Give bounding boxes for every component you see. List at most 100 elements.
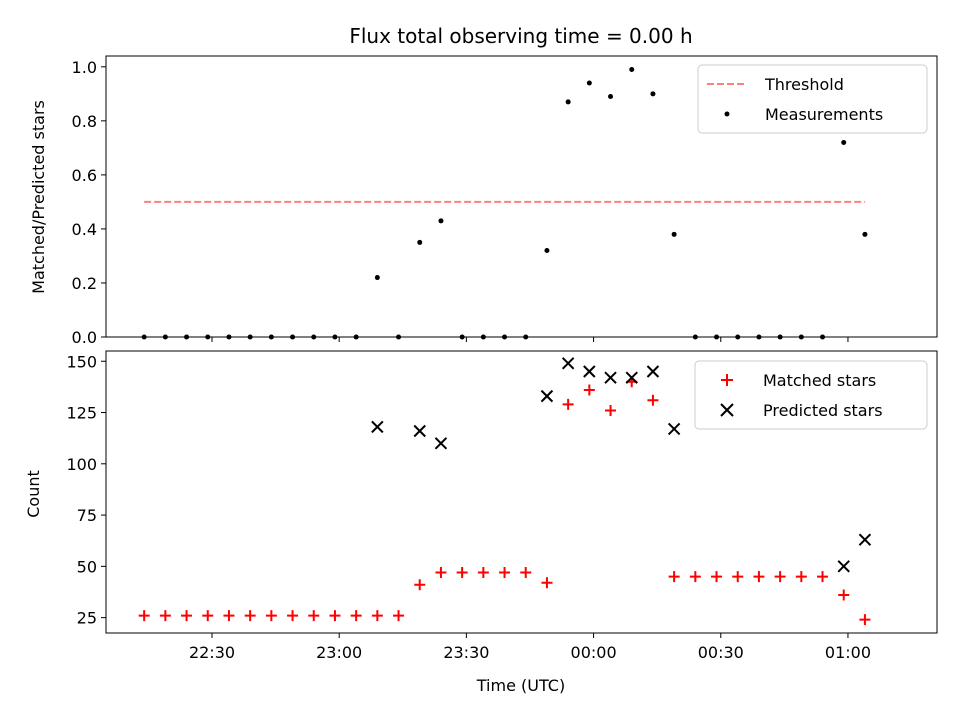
matched-stars-point — [435, 566, 447, 578]
predicted-stars-point — [540, 389, 554, 403]
x-tick-label: 23:30 — [443, 643, 489, 662]
y-tick-label: 1.0 — [72, 58, 97, 77]
predicted-stars-point — [837, 560, 850, 573]
predicted-stars-point — [646, 365, 660, 378]
matched-stars-point — [711, 571, 723, 583]
matched-stars-point — [202, 610, 214, 622]
count-panel-y-ticks: 25 50 75 100 125 150 — [66, 352, 106, 628]
matched-stars-point — [414, 579, 426, 591]
count-panel-legend: Matched stars Predicted stars — [694, 360, 928, 430]
matched-stars-point — [541, 577, 553, 589]
matched-stars-point — [308, 610, 320, 622]
predicted-stars-point — [604, 371, 617, 384]
ratio-panel-x-ticks — [211, 337, 849, 342]
y-tick-label: 0.0 — [72, 328, 97, 347]
matched-stars-point — [689, 571, 701, 583]
matched-stars-point — [795, 571, 807, 583]
x-tick-label: 22:30 — [189, 643, 235, 662]
predicted-legend-marker — [720, 403, 734, 417]
matched-stars-point — [393, 610, 405, 622]
matched-stars-point — [477, 566, 489, 578]
y-tick-label: 75 — [77, 506, 97, 525]
predicted-legend-label: Predicted stars — [763, 401, 883, 420]
count-panel-x-ticks: 22:30 23:00 23:30 00:00 00:30 01:00 — [189, 633, 871, 662]
predicted-stars-point — [625, 371, 638, 384]
predicted-stars-point — [561, 357, 575, 370]
y-tick-label: 50 — [77, 557, 97, 576]
predicted-stars-point — [858, 533, 872, 546]
matched-stars-point — [371, 610, 383, 622]
legend-box — [697, 64, 928, 134]
x-tick-label: 01:00 — [825, 643, 871, 662]
measurements-point — [586, 80, 592, 86]
matched-legend-label: Matched stars — [763, 371, 876, 390]
predicted-stars-point — [371, 420, 384, 434]
matched-stars-point — [287, 610, 299, 622]
y-tick-label: 25 — [77, 609, 97, 628]
predicted-stars-point — [413, 424, 426, 438]
matched-stars-point — [817, 571, 829, 583]
matched-stars-point — [859, 614, 871, 626]
count-panel: Count 25 50 75 100 125 150 22:30 23:00 23:30 00:… — [24, 350, 938, 662]
matched-stars-point — [138, 610, 150, 622]
matched-stars-point — [181, 610, 193, 622]
chart-title: Flux total observing time = 0.00 h — [349, 24, 692, 48]
matched-stars-point — [223, 610, 235, 622]
legend-box — [694, 360, 928, 430]
matched-stars-point — [244, 610, 256, 622]
matched-stars-point — [265, 610, 277, 622]
measurements-point — [374, 275, 380, 281]
measurements-point — [671, 231, 677, 237]
count-panel-plot-area — [138, 357, 872, 626]
ratio-panel-frame — [105, 55, 938, 338]
measurements-point — [841, 139, 847, 145]
x-tick-label: 00:00 — [571, 643, 617, 662]
y-tick-label: 0.4 — [72, 220, 97, 239]
measurements-point — [650, 91, 656, 97]
matched-stars-point — [350, 610, 362, 622]
ratio-panel-ylabel: Matched/Predicted stars — [29, 100, 48, 294]
measurements-point — [438, 218, 444, 224]
y-tick-label: 125 — [66, 404, 97, 423]
matched-stars-point — [605, 404, 617, 416]
x-tick-label: 23:00 — [316, 643, 362, 662]
predicted-stars-point — [583, 365, 596, 378]
threshold-legend-label: Threshold — [764, 75, 844, 94]
matched-stars-point — [562, 398, 574, 410]
matched-stars-point — [329, 610, 341, 622]
measurements-legend-marker — [724, 111, 730, 117]
count-panel-frame — [105, 350, 938, 634]
matched-stars-point — [838, 589, 850, 601]
ratio-panel: Matched/Predicted stars 0.0 0.2 0.4 0.6 0.8 1… — [29, 55, 938, 347]
ratio-panel-legend: Threshold Measurements — [697, 64, 928, 134]
x-axis-label: Time (UTC) — [476, 676, 565, 695]
measurements-point — [565, 99, 571, 105]
predicted-stars-point — [667, 422, 681, 436]
matched-stars-point — [753, 571, 765, 583]
y-tick-label: 0.6 — [72, 166, 97, 185]
matched-stars-point — [456, 566, 468, 578]
count-panel-ylabel: Count — [24, 470, 43, 518]
measurements-legend-label: Measurements — [765, 105, 883, 124]
measurements-point — [629, 67, 635, 73]
matched-stars-point — [732, 571, 744, 583]
matched-legend-marker — [721, 374, 733, 386]
matched-stars-point — [774, 571, 786, 583]
ratio-panel-y-ticks: 0.0 0.2 0.4 0.6 0.8 1.0 — [72, 58, 106, 347]
matched-stars-point — [647, 394, 659, 406]
y-tick-label: 0.8 — [72, 112, 97, 131]
y-tick-label: 0.2 — [72, 274, 97, 293]
matched-stars-point — [159, 610, 171, 622]
measurements-point — [544, 248, 550, 254]
predicted-stars-point — [434, 437, 448, 450]
matched-stars-point — [583, 384, 595, 396]
matched-stars-point — [499, 566, 511, 578]
x-tick-label: 00:30 — [698, 643, 744, 662]
measurements-point — [417, 239, 423, 245]
measurements-point — [608, 94, 614, 100]
y-tick-label: 150 — [66, 352, 97, 371]
y-tick-label: 100 — [66, 455, 97, 474]
matched-stars-point — [668, 571, 680, 583]
matched-stars-point — [520, 566, 532, 578]
